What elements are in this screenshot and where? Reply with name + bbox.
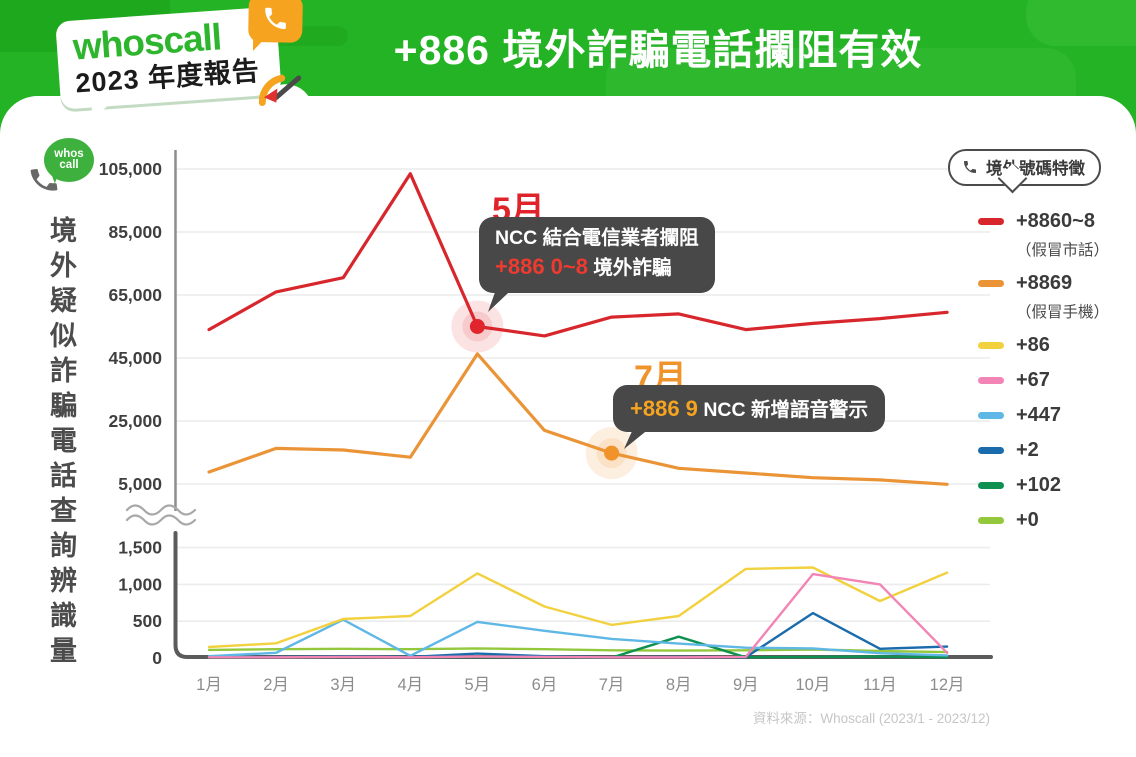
whoscall-mini-icon: whos call	[30, 138, 106, 216]
y-tick-label: 1,000	[118, 574, 162, 594]
legend-item: +67	[978, 369, 1109, 391]
legend-swatch	[978, 446, 1004, 454]
july-callout-bubble: +886 9 NCC 新增語音警示	[613, 385, 885, 432]
legend-label: +102	[1016, 474, 1062, 496]
gauge-icon	[258, 74, 312, 107]
highlight-dots	[451, 300, 638, 480]
y-tick-label: 5,000	[118, 474, 162, 494]
legend-swatch	[978, 341, 1004, 349]
legend-label: +8860~8	[1016, 210, 1095, 232]
legend-item: +8869	[978, 272, 1109, 294]
y-tick-label: 500	[133, 611, 162, 631]
legend: +8860~8 （假冒市話） +8869 （假冒手機） +86 +67 +447 +2 +102…	[978, 210, 1109, 544]
series-line-+67	[207, 572, 949, 659]
series-line-+8869（假冒手機）	[207, 352, 949, 486]
x-tick-label: 4月	[397, 676, 423, 694]
x-tick-label: 3月	[330, 676, 356, 694]
whoscall-logo-card: whoscall 2023 年度報告	[55, 0, 312, 123]
series-line-+86	[207, 566, 949, 649]
x-tick-label: 11月	[863, 676, 897, 694]
x-tick-label: 7月	[599, 676, 625, 694]
y-tick-label: 1,500	[118, 538, 162, 558]
x-tick-label: 5月	[465, 676, 491, 694]
x-tick-label: 8月	[666, 676, 692, 694]
axis-labels: 105,000 85,000 65,000 45,000 25,000 5,000 1,50…	[99, 159, 965, 694]
mini-logo-line2: call	[59, 159, 79, 171]
axis-lower-l	[173, 531, 993, 659]
page-title: +886 境外詐騙電話攔阻有效	[393, 27, 923, 73]
y-tick-label: 85,000	[108, 222, 162, 242]
legend-item: +0	[978, 509, 1109, 531]
header-decor-bubble-right	[1026, 0, 1136, 46]
legend-swatch	[978, 481, 1004, 489]
legend-item: +447	[978, 404, 1109, 426]
legend-swatch	[978, 376, 1004, 384]
x-tick-label: 9月	[733, 676, 759, 694]
legend-item: +102	[978, 474, 1109, 496]
logo-bubble-tail	[91, 103, 109, 123]
legend-sublabel: （假冒市話）	[1016, 242, 1110, 259]
axis-break-wave-2	[125, 514, 197, 526]
y-tick-label: 25,000	[108, 411, 162, 431]
may-callout-bubble: NCC 結合電信業者攔阻 +886 0~8 境外詐騙	[479, 217, 715, 294]
series-line-+447	[207, 618, 949, 658]
legend-swatch	[978, 411, 1004, 419]
legend-item: +8860~8	[978, 210, 1109, 232]
x-tick-label: 10月	[795, 676, 830, 694]
phone-receiver-icon	[30, 168, 58, 191]
legend-label: +447	[1016, 404, 1062, 426]
legend-label: +86	[1016, 334, 1050, 356]
x-tick-label: 2月	[263, 676, 289, 694]
phone-badge-icon	[247, 0, 303, 43]
legend-swatch	[978, 217, 1004, 225]
legend-swatch	[978, 516, 1004, 524]
may-callout-rest: 境外詐騙	[587, 257, 672, 280]
source-note: 資料來源：Whoscall (2023/1 - 2023/12)	[752, 711, 990, 726]
series-line-+102	[207, 635, 949, 659]
legend-item: +86	[978, 334, 1109, 356]
legend-phone-icon	[964, 161, 976, 173]
x-tick-label: 1月	[196, 676, 222, 694]
legend-swatch	[978, 279, 1004, 287]
may-callout-highlight: +886 0~8	[495, 254, 588, 280]
july-callout-highlight: +886 9	[630, 396, 698, 421]
x-tick-label: 6月	[532, 676, 558, 694]
series-lines	[207, 172, 949, 659]
mini-logo-line1: whos	[54, 147, 84, 160]
may-callout-line2: +886 0~8 境外詐騙	[495, 252, 699, 283]
july-callout-rest: NCC 新增語音警示	[697, 399, 868, 421]
legend-sublabel: （假冒手機）	[1016, 304, 1110, 321]
y-tick-label: 65,000	[108, 285, 162, 305]
may-callout-line1: NCC 結合電信業者攔阻	[495, 227, 699, 249]
axis-break-wave-1	[125, 504, 197, 516]
legend-label: +67	[1016, 369, 1050, 391]
whoscall-mini-bubble: whos call	[44, 138, 94, 182]
y-tick-label: 45,000	[108, 348, 162, 368]
highlight-dot	[604, 445, 620, 461]
phone-icon	[264, 7, 286, 30]
y-tick-label: 0	[152, 648, 162, 668]
highlight-dot	[469, 319, 485, 334]
series-line-+8860~8（假冒市話）	[207, 172, 949, 338]
legend-label: +0	[1016, 509, 1039, 531]
legend-label: +8869	[1016, 272, 1073, 294]
x-tick-label: 12月	[930, 676, 965, 694]
y-axis-title: 境外疑似詐騙電話查詢辨識量	[46, 216, 76, 671]
legend-label: +2	[1016, 439, 1039, 461]
legend-item: +2	[978, 439, 1109, 461]
y-tick-label: 105,000	[99, 159, 163, 179]
